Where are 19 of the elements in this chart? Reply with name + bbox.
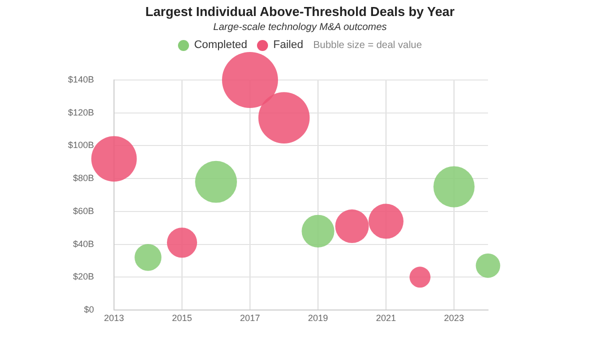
y-tick-label: $120B — [68, 107, 94, 118]
y-tick-label: $140B — [68, 74, 94, 84]
x-tick-label: 2021 — [376, 312, 396, 323]
chart-subtitle: Large-scale technology M&A outcomes — [212, 22, 388, 33]
y-tick-label: $80B — [72, 173, 94, 184]
y-tick-label: $60B — [72, 206, 94, 216]
x-tick-label: 2023 — [444, 312, 464, 323]
y-tick-label: $100B — [68, 140, 94, 150]
text: Bubble size = deal value — [313, 40, 422, 50]
x-tick-label: 2013 — [104, 312, 124, 323]
legend-label: Failed — [273, 39, 304, 51]
y-tick-label: $0 — [84, 304, 94, 314]
x-tick-label: 2017 — [240, 312, 260, 323]
chart-title: Largest Individual Above-Threshold Deals by Year — [144, 4, 456, 19]
y-tick-label: $40B — [72, 238, 94, 249]
legend-label: Completed — [194, 39, 248, 51]
x-tick-label: 2019 — [308, 312, 328, 323]
x-tick-label: 2015 — [172, 312, 192, 323]
y-tick-label: $20B — [72, 272, 94, 282]
